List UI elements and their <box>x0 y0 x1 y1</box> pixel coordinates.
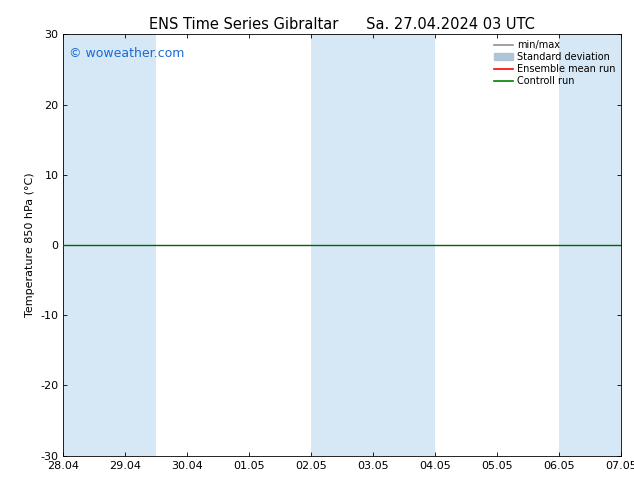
Y-axis label: Temperature 850 hPa (°C): Temperature 850 hPa (°C) <box>25 172 35 318</box>
Text: © woweather.com: © woweather.com <box>69 47 184 60</box>
Bar <box>63 34 157 456</box>
Legend: min/max, Standard deviation, Ensemble mean run, Controll run: min/max, Standard deviation, Ensemble me… <box>489 36 619 90</box>
Bar <box>311 34 436 456</box>
Title: ENS Time Series Gibraltar      Sa. 27.04.2024 03 UTC: ENS Time Series Gibraltar Sa. 27.04.2024… <box>150 17 535 32</box>
Bar <box>559 34 621 456</box>
